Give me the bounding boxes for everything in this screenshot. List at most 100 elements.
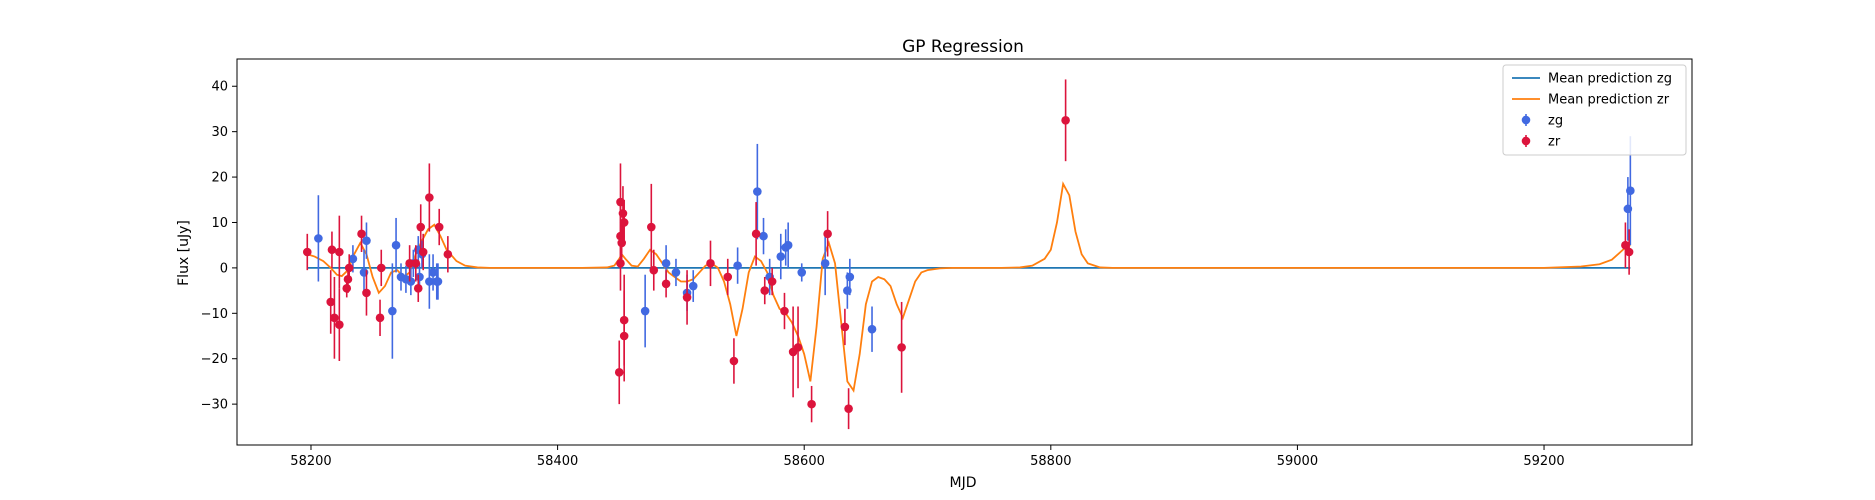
marker [820,259,830,268]
marker [434,222,444,232]
x-axis-label: MJD [950,475,977,491]
legend-swatch-marker [1521,115,1531,125]
marker [413,284,423,293]
data-point-zg [688,270,698,302]
marker [327,245,337,255]
marker [357,229,366,239]
x-tick-label: 58600 [784,454,825,469]
marker [415,272,424,282]
marker [614,368,624,377]
marker [619,331,629,341]
marker [1624,247,1634,257]
marker [362,288,371,298]
y-tick-label: 30 [211,125,228,140]
data-point-zr [375,299,385,337]
marker [375,313,385,323]
data-point-zg [783,222,793,268]
marker [661,279,671,289]
data-point-zr [413,274,423,302]
data-point-zr [1061,79,1070,162]
data-point-zr [723,258,733,296]
legend: Mean prediction zg Mean prediction zr zg zr [1502,64,1687,156]
marker [723,272,733,282]
legend-label: zr [1548,135,1561,150]
data-point-zr [411,245,421,282]
data-point-zr [1621,222,1630,268]
marker [751,229,761,239]
marker [425,193,434,202]
data-point-zr [443,236,453,273]
marker [348,254,358,264]
x-tick-label: 59200 [1523,454,1564,469]
data-point-zr [823,211,832,257]
legend-box [1502,64,1687,156]
data-point-zg [388,263,397,359]
data-point-zg [425,254,434,309]
marker [406,277,416,286]
marker [418,247,428,257]
marker [706,259,715,268]
data-point-zr [326,270,336,334]
plot-frame [236,58,1693,446]
data-point-zr [405,245,414,282]
marker [760,286,770,295]
marker [729,356,739,366]
legend-label: Mean prediction zg [1548,72,1672,87]
y-tick-label: 40 [211,80,228,95]
marker [425,277,434,286]
marker [776,252,786,261]
y-tick-label: 10 [211,216,228,231]
marker [1621,240,1630,250]
data-point-zg [640,274,650,348]
data-point-zg [753,143,762,240]
y-tick-label: −10 [201,307,228,322]
y-tick-label: −20 [201,352,228,367]
data-point-zr [619,199,629,246]
marker [343,274,353,284]
data-point-zg [733,247,742,284]
data-point-zr [807,385,816,423]
y-axis-label: Flux [uJy] [176,220,192,286]
marker [388,306,397,316]
data-point-zr [619,290,629,382]
data-point-zr [897,301,906,393]
data-point-zr [793,306,803,389]
marker [391,240,401,250]
legend-entry: Mean prediction zr [1512,93,1670,108]
data-point-zr [780,292,789,330]
data-point-zr [335,288,344,361]
marker [428,268,438,277]
data-point-zr [434,208,444,246]
data-point-zg [314,195,323,282]
marker [649,265,659,275]
y-tick-label: 20 [211,171,228,186]
legend-entry: zr [1521,135,1561,150]
marker [362,236,371,245]
data-point-zr [682,270,692,325]
data-point-zr [1624,229,1634,275]
x-axis-ticks: 58200 58400 58600 58800 59000 59200 [290,445,1565,469]
data-point-zr [844,388,853,430]
marker [619,218,629,227]
marker [682,293,692,302]
data-point-zr [416,204,426,250]
data-point-zr [706,240,715,287]
data-point-zr [425,163,434,232]
marker [753,187,762,196]
data-point-zr [729,338,739,384]
marker [416,222,426,232]
marker [1626,186,1635,195]
data-point-zr [335,215,344,289]
legend-swatch-marker [1521,136,1531,146]
data-point-zg [406,267,416,296]
marker [733,261,742,270]
marker [780,306,789,316]
plot-content [302,79,1635,430]
marker [640,306,650,316]
data-point-zr [327,231,337,268]
marker [759,231,768,241]
marker [335,247,344,257]
legend-entry: zg [1521,114,1563,129]
marker [807,399,816,409]
